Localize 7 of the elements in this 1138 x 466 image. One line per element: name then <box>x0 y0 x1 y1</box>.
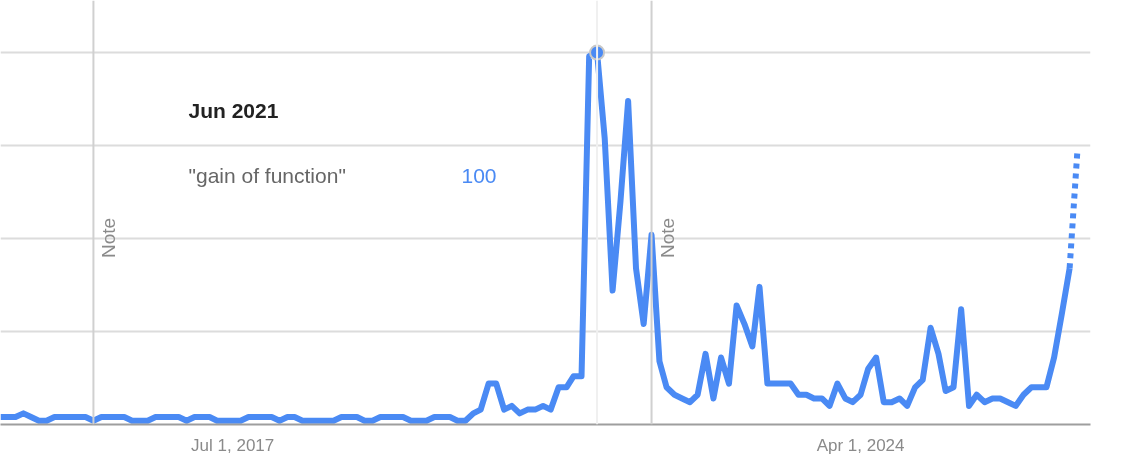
ref-line-label: Note <box>656 217 678 259</box>
annotation: 100 <box>461 163 497 187</box>
ref-line-label: Note <box>98 217 120 259</box>
x-tick-label: Apr 1, 2024 <box>816 435 905 455</box>
annotation: Jun 2021 <box>188 99 279 122</box>
annotation: "gain of function" <box>188 164 346 187</box>
x-tick-label: Jul 1, 2017 <box>191 435 275 455</box>
